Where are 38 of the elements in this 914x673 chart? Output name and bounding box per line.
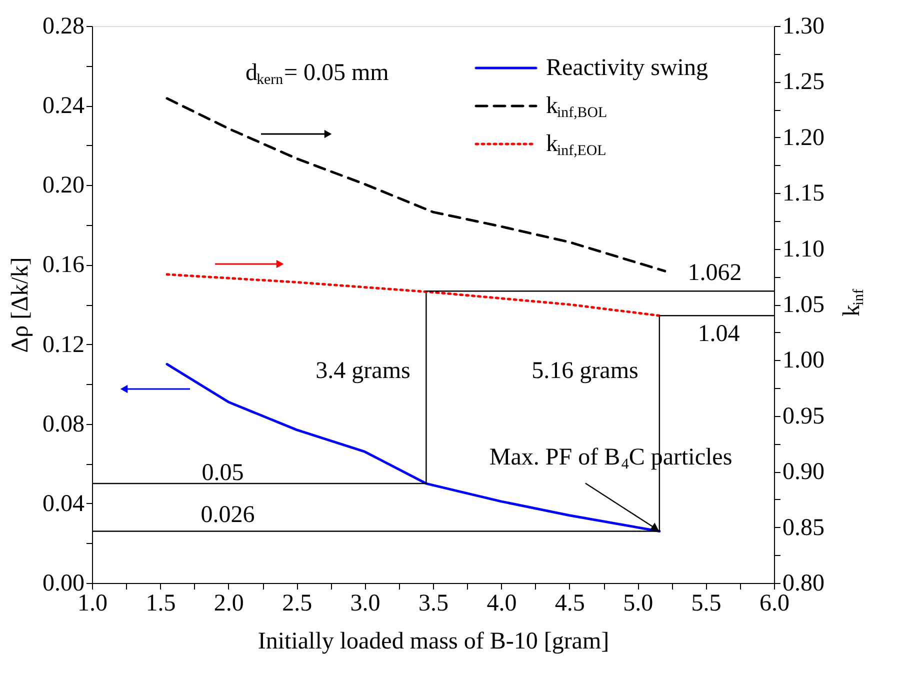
- x-tick-label: 1.5: [146, 590, 176, 616]
- x-tick-label: 2.5: [282, 590, 312, 616]
- annotation: 0.05: [202, 460, 244, 486]
- annotation: 1.04: [698, 321, 740, 347]
- x-tick-label: 1.0: [78, 590, 108, 616]
- annotation: 3.4 grams: [316, 358, 410, 384]
- y-tick-label: 0.16: [42, 252, 84, 278]
- y2-tick-label: 0.90: [782, 459, 824, 486]
- x-tick-label: 3.0: [350, 590, 380, 616]
- y-tick-label: 0.12: [42, 332, 84, 358]
- annotation: 0.026: [200, 502, 255, 528]
- annotation: 1.062: [688, 260, 742, 286]
- y2-tick-label: 1.25: [782, 69, 824, 96]
- y2-tick-label: 0.95: [782, 403, 824, 430]
- y2-tick-label: 1.10: [782, 236, 824, 262]
- y-axis-title: Δρ [Δk/k]: [8, 257, 34, 353]
- x-tick-label: 4.5: [554, 590, 585, 616]
- annotation: 5.16 grams: [532, 358, 638, 384]
- y-tick-label: 0.24: [42, 93, 84, 120]
- x-tick-label: 3.5: [418, 590, 448, 616]
- x-tick-label: 4.0: [486, 590, 517, 616]
- x-tick-label: 5.0: [623, 590, 654, 616]
- y-tick-label: 0.08: [42, 411, 84, 438]
- x-tick-label: 2.0: [214, 590, 244, 616]
- x-tick-label: 5.5: [691, 590, 722, 616]
- y-tick-label: 0.28: [42, 14, 84, 40]
- y-tick-label: 0.04: [42, 490, 84, 517]
- y2-axis-title: kinf: [839, 288, 868, 316]
- x-axis-title: Initially loaded mass of B-10 [gram]: [258, 628, 610, 654]
- y2-tick-label: 1.05: [782, 292, 824, 318]
- legend-label: Reactivity swing: [546, 55, 708, 81]
- y2-tick-label: 1.00: [782, 348, 824, 374]
- x-tick-label: 6.0: [760, 590, 790, 616]
- y2-tick-label: 1.30: [782, 14, 824, 40]
- y2-tick-label: 1.20: [782, 124, 824, 151]
- y2-tick-label: 0.85: [782, 514, 824, 541]
- y-tick-label: 0.20: [42, 172, 84, 199]
- y2-tick-label: 1.15: [782, 180, 824, 207]
